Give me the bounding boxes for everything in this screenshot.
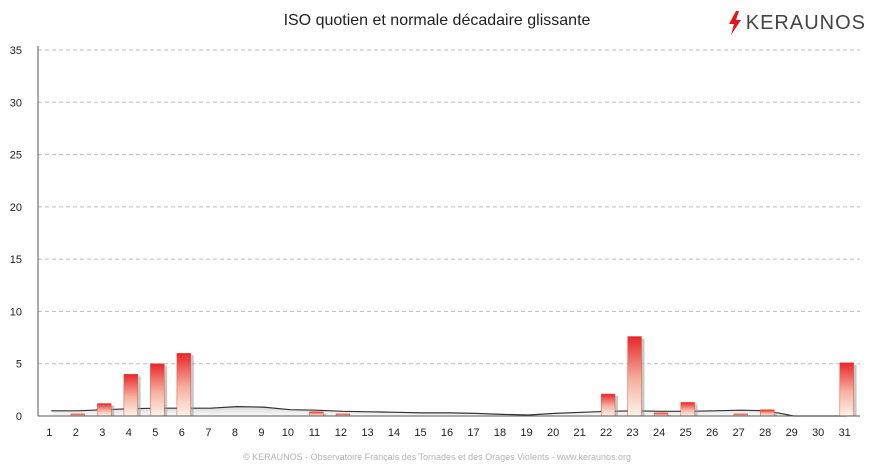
x-tick-label: 22 [600, 427, 612, 439]
y-tick-label: 0 [16, 411, 22, 423]
y-tick-label: 10 [10, 306, 22, 318]
x-tick-label: 30 [812, 427, 824, 439]
x-tick-label: 18 [494, 427, 506, 439]
y-tick-label: 30 [10, 97, 22, 109]
normale-area-fill [51, 406, 847, 416]
bar [97, 403, 112, 417]
bars [70, 336, 857, 417]
x-tick-label: 5 [152, 427, 158, 439]
y-tick-label: 5 [16, 359, 22, 371]
x-tick-label: 26 [706, 427, 718, 439]
lightning-icon [728, 11, 741, 35]
x-tick-label: 4 [126, 427, 132, 439]
x-tick-label: 7 [205, 427, 211, 439]
x-tick-label: 21 [573, 427, 585, 439]
x-tick-label: 13 [361, 427, 373, 439]
normale-area [51, 405, 847, 417]
x-tick-label: 17 [467, 427, 479, 439]
bar [176, 353, 191, 417]
brand-name: KERAUNOS [745, 11, 866, 34]
y-tick-label: 20 [10, 202, 22, 214]
x-tick-label: 1 [46, 427, 52, 439]
bar [627, 336, 642, 417]
chart-title: ISO quotien et normale décadaire glissan… [283, 12, 591, 29]
x-tick-label: 20 [547, 427, 559, 439]
x-tick-label: 25 [679, 427, 691, 439]
bar [760, 409, 775, 417]
bar [123, 373, 138, 417]
bar [600, 393, 616, 417]
x-tick-label: 11 [309, 427, 320, 439]
bar [150, 363, 165, 417]
x-tick-label: 24 [653, 427, 665, 439]
y-tick-label: 25 [10, 150, 22, 162]
x-tick-label: 28 [759, 427, 771, 439]
x-tick-label: 3 [99, 427, 105, 439]
x-tick-label: 2 [73, 427, 79, 439]
footer-credit: © KERAUNOS - Observatoire Français des T… [243, 452, 631, 462]
x-tick-label: 19 [520, 427, 532, 439]
x-tick-label: 10 [282, 427, 294, 439]
x-tick-label: 15 [414, 427, 426, 439]
x-tick-label: 29 [786, 427, 798, 439]
x-tick-label: 31 [839, 427, 851, 439]
bar [309, 411, 324, 417]
y-tick-label: 35 [10, 45, 22, 57]
bar [680, 402, 695, 417]
brand-logo: KERAUNOS [728, 10, 866, 36]
x-tick-label: 14 [388, 427, 400, 439]
x-tick-label: 8 [232, 427, 238, 439]
x-tick-label: 16 [441, 427, 453, 439]
gridlines [38, 49, 860, 365]
x-tick-label: 27 [733, 427, 745, 439]
bar [839, 362, 854, 417]
x-tick-label: 23 [626, 427, 638, 439]
x-tick-label: 9 [258, 427, 264, 439]
y-tick-label: 15 [10, 254, 22, 266]
x-tick-label: 6 [179, 427, 185, 439]
x-tick-label: 12 [335, 427, 347, 439]
